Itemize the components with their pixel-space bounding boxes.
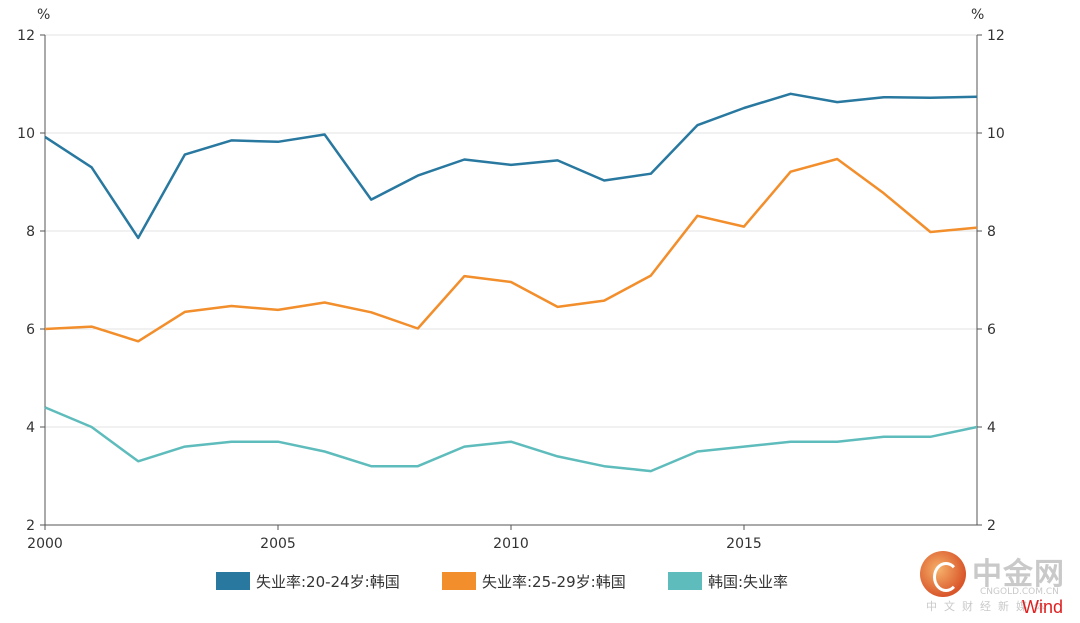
y-tick-label-right: 4: [987, 420, 996, 436]
legend-swatch: [216, 572, 250, 590]
y-tick-label-left: 8: [26, 224, 35, 240]
series-lines: [44, 92, 978, 473]
watermark-subtitle: 中文财经新媒体: [926, 600, 1052, 613]
watermark: 中金网 CNGOLD.COM.CN 中文财经新媒体 Wind: [920, 547, 1070, 619]
y-tick-label-right: 2: [987, 518, 996, 534]
gridlines: [45, 34, 977, 428]
legend-item-series-3[interactable]: 韩国:失业率: [668, 568, 788, 594]
series-line-3: [44, 406, 978, 473]
watermark-wind: Wind: [1022, 597, 1064, 617]
x-tick-label: 2005: [260, 536, 296, 552]
y-tick-label-right: 10: [987, 126, 1005, 142]
watermark-name: 中金网: [972, 557, 1065, 592]
y-unit-left: %: [37, 7, 50, 23]
tick-labels: 2 2 4 4 6 6 8 8 10 10 12 12 2000 2005 2010 2015: [17, 28, 1005, 552]
legend-label: 韩国:失业率: [708, 572, 789, 591]
x-tick-label: 2000: [27, 536, 63, 552]
legend-item-series-2[interactable]: 失业率:25-29岁:韩国: [442, 568, 626, 594]
y-tick-label-right: 8: [987, 224, 996, 240]
y-tick-label-left: 4: [26, 420, 35, 436]
legend-item-series-1[interactable]: 失业率:20-24岁:韩国: [216, 568, 400, 594]
y-tick-label-left: 10: [17, 126, 35, 142]
legend: 失业率:20-24岁:韩国 失业率:25-29岁:韩国 韩国:失业率: [0, 568, 1080, 594]
series-line-2: [44, 157, 978, 343]
watermark-site: CNGOLD.COM.CN: [980, 587, 1059, 597]
legend-label: 失业率:25-29岁:韩国: [482, 572, 626, 591]
series-line-1: [44, 92, 978, 240]
axes: [40, 34, 982, 530]
legend-swatch: [668, 572, 702, 590]
y-tick-label-left: 6: [26, 322, 35, 338]
cngold-logo-icon: [920, 551, 966, 597]
y-unit-right: %: [971, 7, 984, 23]
legend-label: 失业率:20-24岁:韩国: [256, 572, 400, 591]
y-tick-label-left: 12: [17, 28, 35, 44]
y-tick-label-right: 6: [987, 322, 996, 338]
legend-swatch: [442, 572, 476, 590]
y-tick-label-right: 12: [987, 28, 1005, 44]
x-tick-label: 2015: [726, 536, 762, 552]
y-tick-label-left: 2: [26, 518, 35, 534]
x-tick-label: 2010: [493, 536, 529, 552]
